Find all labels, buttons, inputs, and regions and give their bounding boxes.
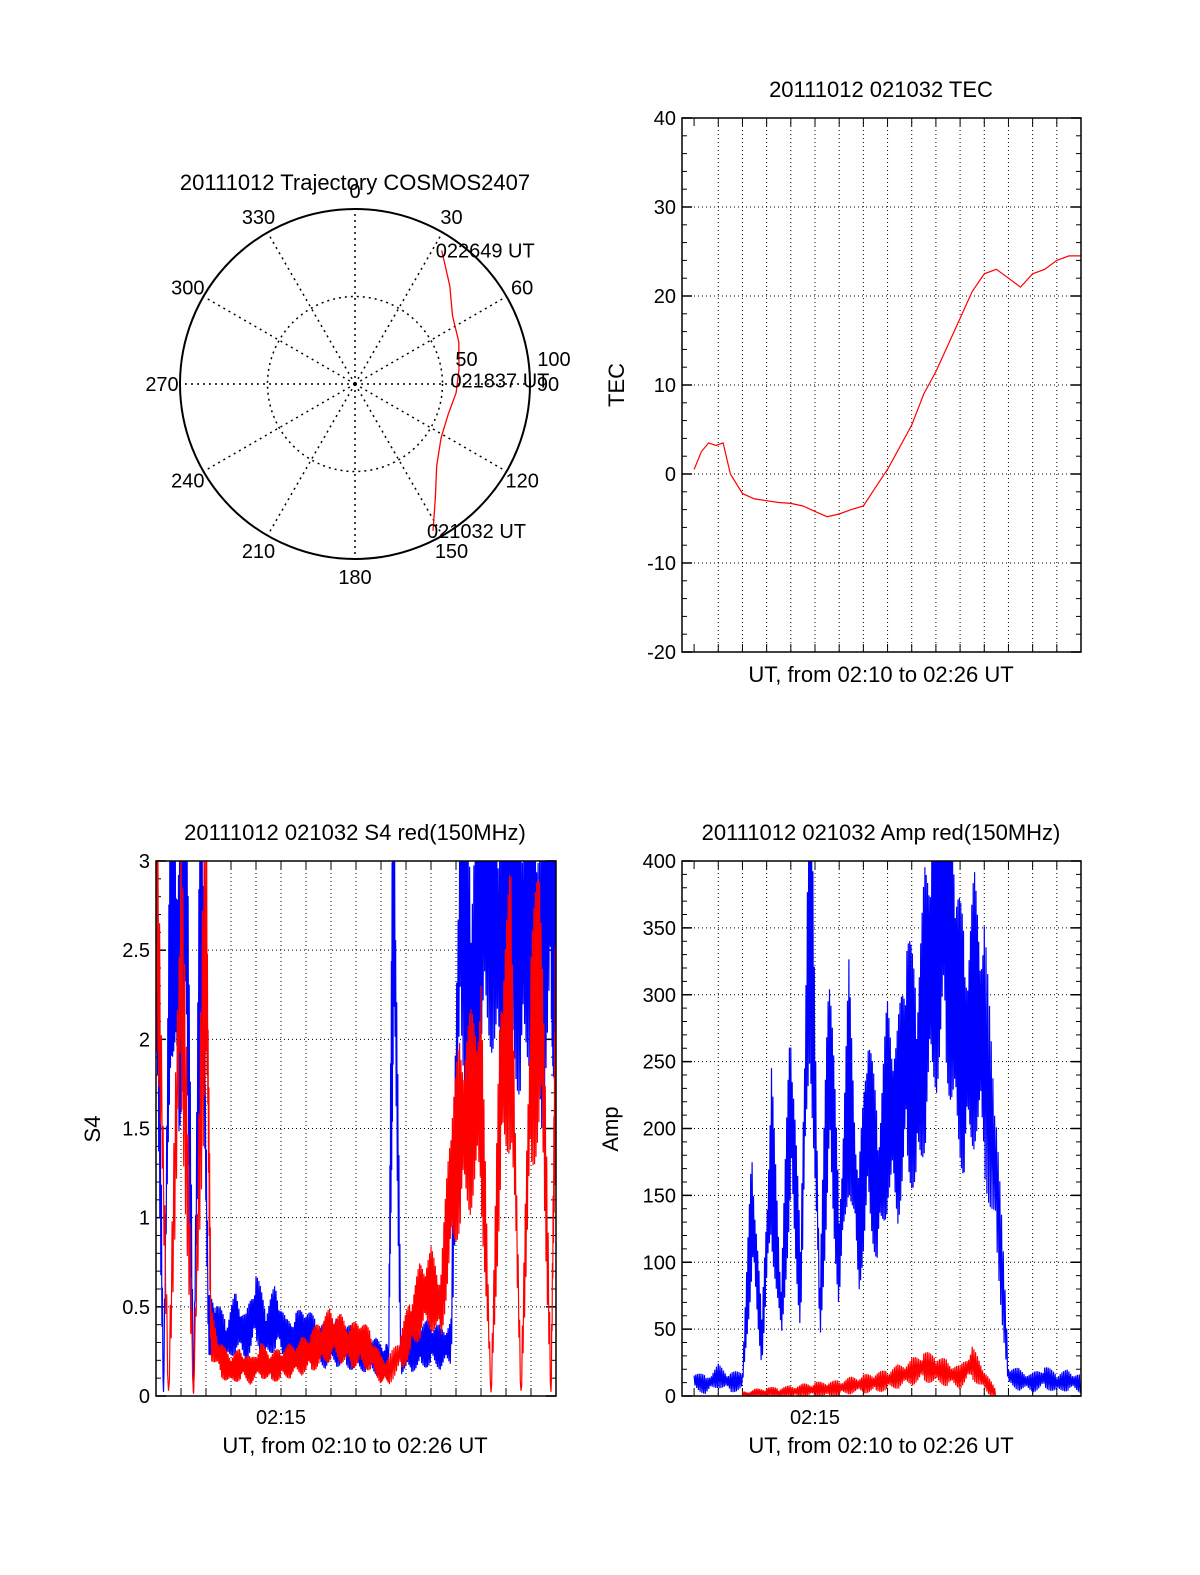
tec-y-tick-label: -10 xyxy=(647,553,676,575)
s4-chart-title: 20111012 021032 S4 red(150MHz) xyxy=(184,820,526,845)
polar-spoke xyxy=(203,383,356,473)
polar-chart-title: 20111012 Trajectory COSMOS2407 xyxy=(180,170,530,195)
amp-y-tick-label: 100 xyxy=(643,1252,676,1274)
polar-angle-label: 60 xyxy=(511,278,533,300)
tec-y-tick-label: -20 xyxy=(647,642,676,664)
polar-time-annotation: 022649 UT xyxy=(436,240,535,262)
polar-grid xyxy=(179,208,531,560)
s4-series-line-red xyxy=(156,861,556,1394)
amp-y-tick-label: 350 xyxy=(643,918,676,940)
amp-series-line-red xyxy=(741,1346,997,1396)
tec-y-tick-label: 40 xyxy=(654,108,676,130)
polar-inner-ring xyxy=(266,295,444,473)
polar-angle-label: 210 xyxy=(242,541,275,563)
polar-angle-label: 90 xyxy=(537,374,559,396)
polar-time-annotation: 021837 UT xyxy=(450,370,549,392)
amp-y-tick-label: 200 xyxy=(643,1119,676,1141)
s4-x-tick-label: 02:15 xyxy=(256,1407,306,1429)
amp-chart: 20111012 021032 Amp red(150MHz) UT, from… xyxy=(598,820,1082,1458)
amp-y-tick-label: 250 xyxy=(643,1052,676,1074)
polar-radial-label: 50 xyxy=(455,349,477,371)
tec-y-tick-label: 20 xyxy=(654,286,676,308)
tec-series-line-red xyxy=(693,255,1081,518)
polar-radial-label: 100 xyxy=(537,349,570,371)
amp-y-axis-label: Amp xyxy=(598,1106,623,1151)
s4-plot-area: 0 0.5 1 1.5 2 2.5 3 02:15 xyxy=(122,851,557,1429)
amp-x-tick-label: 02:15 xyxy=(790,1407,840,1429)
tec-frame xyxy=(681,117,1082,653)
tec-y-tick-label: 0 xyxy=(665,464,676,486)
amp-y-tick-label: 150 xyxy=(643,1185,676,1207)
s4-y-axis-label: S4 xyxy=(80,1116,105,1143)
polar-angle-label: 330 xyxy=(242,207,275,229)
tec-chart: 20111012 021032 TEC UT, from 02:10 to 02… xyxy=(604,77,1082,687)
amp-frame xyxy=(681,860,1082,1397)
amp-series-line-blue xyxy=(693,861,1081,1394)
s4-chart: 20111012 021032 S4 red(150MHz) UT, from … xyxy=(80,820,557,1458)
amp-series-group xyxy=(693,861,1081,1396)
s4-y-tick-label: 1.5 xyxy=(122,1119,150,1141)
polar-spoke xyxy=(203,295,356,385)
s4-frame xyxy=(155,860,557,1397)
polar-angle-label: 150 xyxy=(435,541,468,563)
polar-angle-label: 30 xyxy=(440,207,462,229)
amp-y-tick-label: 0 xyxy=(665,1386,676,1408)
tec-chart-title: 20111012 021032 TEC xyxy=(769,77,993,102)
amp-chart-title: 20111012 021032 Amp red(150MHz) xyxy=(702,820,1061,845)
polar-angle-label: 240 xyxy=(171,471,204,493)
polar-trajectory-line xyxy=(432,250,460,531)
polar-angle-label: 270 xyxy=(145,374,178,396)
tec-x-axis-label: UT, from 02:10 to 02:26 UT xyxy=(748,662,1013,687)
polar-angle-label: 120 xyxy=(505,471,538,493)
polar-spoke xyxy=(354,383,444,536)
tec-y-tick-label: 30 xyxy=(654,197,676,219)
tec-y-axis-label: TEC xyxy=(604,363,629,407)
polar-spoke xyxy=(354,232,444,385)
tec-series-group xyxy=(693,255,1081,518)
s4-y-tick-label: 0.5 xyxy=(122,1297,150,1319)
polar-spoke xyxy=(266,383,356,536)
tec-y-tick-label: 10 xyxy=(654,375,676,397)
polar-series xyxy=(432,250,460,531)
amp-plot-area: 0 50 100 150 200 250 300 350 400 02:15 xyxy=(643,851,1082,1429)
s4-series-group xyxy=(156,861,556,1394)
amp-x-axis-label: UT, from 02:10 to 02:26 UT xyxy=(748,1433,1013,1458)
s4-y-tick-label: 0 xyxy=(139,1386,150,1408)
polar-spoke xyxy=(354,383,507,473)
amp-y-tick-label: 400 xyxy=(643,851,676,873)
s4-y-tick-label: 3 xyxy=(139,851,150,873)
polar-spoke xyxy=(354,295,507,385)
amp-y-tick-label: 50 xyxy=(654,1319,676,1341)
amp-y-tick-label: 300 xyxy=(643,985,676,1007)
s4-y-tick-label: 2.5 xyxy=(122,940,150,962)
tec-plot-area: -20 -10 0 10 20 30 40 xyxy=(647,108,1082,664)
polar-labels: 0 30 60 90 120 150 180 210 240 270 300 330 50 100 0226… xyxy=(145,181,570,589)
polar-chart: 20111012 Trajectory COSMOS2407 0 30 60 90 12… xyxy=(145,170,570,589)
polar-time-annotation: 021032 UT xyxy=(427,521,526,543)
polar-spoke xyxy=(266,232,356,385)
s4-x-axis-label: UT, from 02:10 to 02:26 UT xyxy=(222,1433,487,1458)
polar-angle-label: 180 xyxy=(338,567,371,589)
s4-y-tick-label: 2 xyxy=(139,1029,150,1051)
s4-y-tick-label: 1 xyxy=(139,1208,150,1230)
polar-angle-label: 300 xyxy=(171,278,204,300)
polar-angle-label: 0 xyxy=(349,181,360,203)
